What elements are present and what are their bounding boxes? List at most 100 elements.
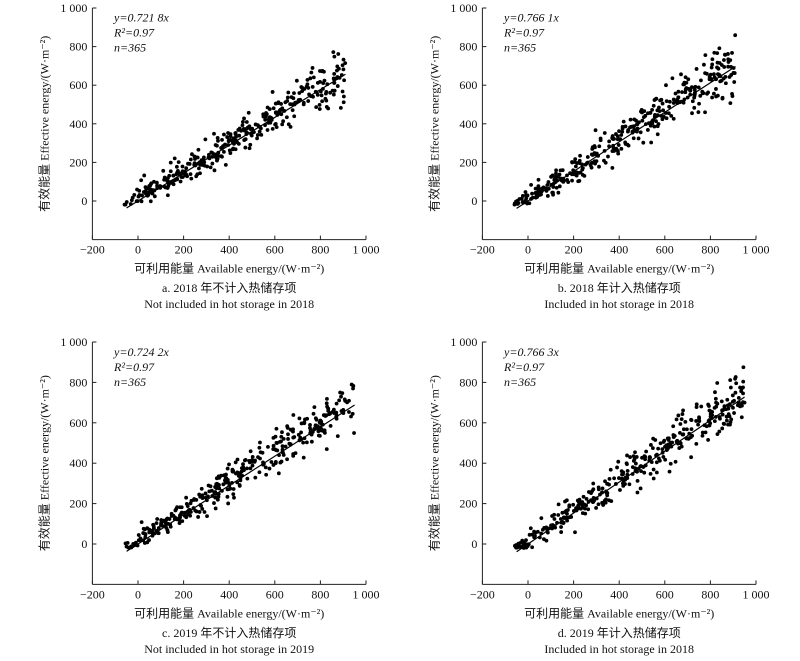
data-point [241, 462, 245, 467]
data-point [125, 540, 130, 545]
data-point [152, 194, 157, 199]
data-point [669, 113, 674, 118]
panel-caption-zh: a. 2018 年不计入热储存项 [162, 280, 296, 295]
data-point [689, 417, 693, 422]
x-tick-label: −200 [80, 587, 105, 601]
data-point [261, 112, 266, 117]
fit-equation: y=0.766 3x [503, 345, 559, 359]
data-point [349, 382, 354, 387]
data-point [571, 502, 576, 507]
data-point [171, 182, 176, 187]
y-tick-label: 400 [459, 117, 477, 131]
data-point [577, 179, 582, 183]
data-point [741, 385, 745, 390]
data-point [616, 151, 621, 156]
data-point [655, 108, 660, 113]
data-point [530, 545, 535, 550]
data-point [297, 91, 302, 95]
data-point [729, 64, 733, 69]
data-point [651, 467, 656, 472]
data-point [341, 94, 346, 99]
data-point [616, 459, 621, 464]
data-point [645, 128, 650, 132]
data-point [188, 172, 193, 177]
x-tick-label: 800 [311, 243, 329, 257]
data-point [284, 115, 289, 120]
data-point [560, 168, 565, 173]
x-tick-label: 1 000 [353, 243, 380, 257]
data-point [678, 422, 683, 426]
data-point [583, 506, 587, 511]
panel-b: −200 0 200 400 600 800 1 000 0 200 400 600 800 1 000… [426, 1, 769, 311]
data-point [197, 166, 201, 171]
data-point [686, 77, 691, 82]
data-point [319, 93, 324, 98]
data-point [730, 94, 735, 99]
data-point [606, 154, 610, 159]
data-point [330, 409, 335, 414]
x-tick-label: 200 [175, 243, 193, 257]
data-point [220, 137, 224, 142]
data-point [161, 168, 166, 173]
data-point [306, 86, 311, 90]
data-point [660, 447, 665, 451]
x-tick-label: 0 [525, 587, 531, 601]
data-point [680, 90, 684, 95]
data-point [235, 457, 240, 462]
data-point [237, 484, 242, 488]
data-point [668, 461, 673, 466]
data-point [728, 420, 733, 424]
data-point [322, 78, 327, 83]
data-point [273, 434, 278, 439]
data-point [716, 72, 720, 77]
data-point [673, 459, 678, 464]
data-point [264, 112, 269, 117]
data-point [658, 98, 663, 103]
data-point [271, 463, 276, 467]
data-point [610, 149, 615, 154]
data-point [648, 472, 653, 476]
data-point [224, 472, 228, 477]
data-point [588, 163, 593, 168]
data-point [684, 86, 689, 90]
data-point [524, 193, 528, 198]
data-point [257, 445, 262, 450]
data-point [221, 482, 226, 487]
data-point [156, 526, 161, 530]
data-point [627, 482, 632, 487]
data-point [602, 158, 606, 163]
data-point [338, 390, 342, 395]
y-tick-label: 200 [459, 497, 477, 511]
data-point [715, 401, 720, 406]
data-point [639, 469, 643, 474]
data-point [635, 122, 640, 127]
data-point [245, 476, 250, 481]
panel-caption-en: Included in hot storage in 2018 [544, 297, 694, 311]
data-point [341, 57, 346, 62]
x-tick-label: −200 [80, 243, 105, 257]
data-point [715, 65, 719, 70]
data-point [660, 101, 665, 106]
data-point [324, 401, 329, 406]
panel-a: −200 0 200 400 600 800 1 000 0 200 400 600 800 1 000… [36, 1, 379, 311]
data-point [285, 457, 289, 462]
data-point [520, 538, 525, 543]
data-point [257, 470, 262, 475]
data-point [213, 495, 218, 500]
data-point [200, 507, 205, 511]
x-tick-label: −200 [470, 243, 495, 257]
data-point [573, 530, 577, 535]
data-point [597, 164, 601, 169]
data-point [676, 413, 681, 418]
data-point [692, 105, 697, 110]
data-point [190, 152, 194, 157]
data-point [263, 465, 268, 470]
data-point [280, 444, 285, 449]
data-point [651, 446, 655, 451]
data-point [636, 136, 641, 141]
x-tick-label: 800 [701, 587, 719, 601]
data-point [726, 422, 730, 427]
data-point [212, 131, 216, 136]
data-point [199, 486, 204, 491]
data-point [718, 79, 723, 84]
